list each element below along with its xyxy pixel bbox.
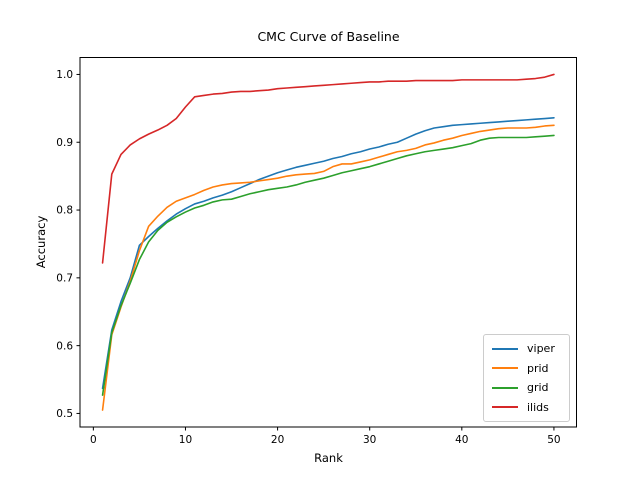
- y-tick-label: 0.9: [56, 137, 73, 149]
- legend-entry-grid: grid: [492, 378, 569, 398]
- y-tick-label: 0.7: [56, 273, 73, 285]
- curve-prid: [101, 124, 555, 411]
- x-tick-label: 20: [271, 434, 284, 446]
- x-axis-label: Rank: [314, 451, 343, 465]
- y-axis-label: Accuracy: [34, 215, 48, 269]
- curve-viper: [101, 117, 555, 390]
- x-tick-label: 0: [90, 434, 97, 446]
- legend-label-ilids: ilids: [527, 400, 549, 414]
- y-tick-label: 0.5: [56, 408, 73, 420]
- legend-swatch-ilids: [492, 406, 518, 409]
- legend-swatch-prid: [492, 367, 518, 370]
- chart-title: CMC Curve of Baseline: [257, 29, 400, 44]
- legend-label-prid: prid: [527, 361, 549, 375]
- legend-swatch-grid: [492, 386, 518, 389]
- y-tick-label: 1.0: [56, 69, 73, 81]
- legend-entry-prid: prid: [492, 359, 569, 379]
- curve-ilids: [101, 73, 555, 264]
- legend-label-grid: grid: [527, 381, 549, 395]
- x-tick-label: 50: [547, 434, 560, 446]
- x-tick-label: 30: [363, 434, 376, 446]
- legend-swatch-viper: [492, 347, 518, 350]
- legend: viper prid grid ilids: [483, 334, 570, 422]
- curve-grid: [101, 134, 555, 396]
- legend-label-viper: viper: [527, 342, 555, 356]
- x-tick-label: 40: [455, 434, 468, 446]
- x-tick-label: 10: [179, 434, 192, 446]
- axes-spines: [79, 57, 577, 428]
- legend-entry-ilids: ilids: [492, 398, 569, 418]
- y-tick-label: 0.8: [56, 205, 73, 217]
- legend-entry-viper: viper: [492, 339, 569, 359]
- y-tick-label: 0.6: [56, 340, 73, 352]
